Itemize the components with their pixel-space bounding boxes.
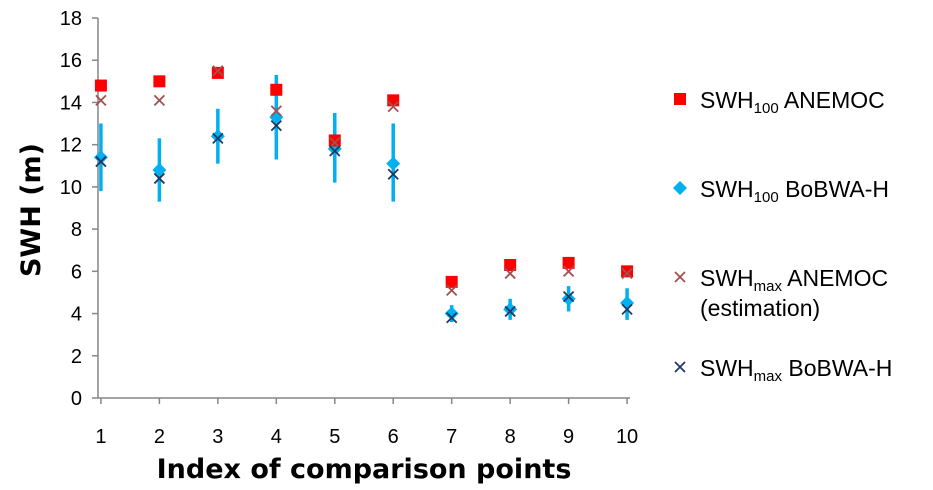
y-tick-label: 0 bbox=[71, 388, 82, 410]
x-point bbox=[621, 267, 633, 280]
x-tick-label: 7 bbox=[446, 426, 457, 448]
x-point bbox=[270, 120, 282, 132]
y-tick-label: 10 bbox=[60, 177, 82, 199]
x-point bbox=[270, 105, 282, 117]
x-point bbox=[329, 145, 341, 157]
y-tick-label: 4 bbox=[71, 304, 82, 326]
x-tick-label: 9 bbox=[563, 426, 574, 448]
axes bbox=[92, 17, 630, 404]
square-point bbox=[504, 259, 517, 271]
legend-label: SWH100 ANEMOC bbox=[700, 87, 885, 117]
x-point bbox=[387, 168, 399, 180]
x-tick-label: 3 bbox=[212, 426, 223, 448]
square-point bbox=[270, 83, 283, 96]
square-point bbox=[328, 134, 341, 147]
x-point bbox=[329, 136, 341, 149]
x-point bbox=[562, 265, 575, 277]
y-tick-label: 16 bbox=[60, 50, 82, 72]
x-tick-label: 4 bbox=[271, 426, 282, 448]
x-point bbox=[153, 94, 166, 106]
diamond-point bbox=[93, 150, 108, 165]
x-point bbox=[387, 101, 399, 113]
x-point bbox=[504, 267, 516, 280]
x-point bbox=[212, 132, 224, 144]
y-tick-label: 18 bbox=[60, 8, 82, 30]
x-tick-label: 10 bbox=[616, 426, 638, 448]
diamond-marker-icon bbox=[668, 176, 692, 200]
diamond-point bbox=[386, 156, 401, 171]
x-point bbox=[562, 291, 575, 303]
y-tick-label: 12 bbox=[60, 135, 82, 157]
x-axis-label: Index of comparison points bbox=[157, 454, 572, 485]
x-tick-label: 6 bbox=[388, 426, 399, 448]
x-tick-label: 1 bbox=[95, 426, 106, 448]
legend-label: SWHmax BoBWA-H bbox=[700, 355, 893, 385]
legend-label: SWH100 BoBWA-H bbox=[700, 176, 890, 206]
square-point bbox=[445, 275, 458, 288]
square-point bbox=[387, 94, 400, 107]
square-point bbox=[94, 79, 107, 92]
x-tick-labels: 1 2 3 4 5 6 7 8 9 10 bbox=[95, 426, 638, 448]
square-point bbox=[211, 66, 224, 79]
x-point bbox=[446, 284, 458, 296]
x-point bbox=[153, 172, 166, 185]
y-tick-label: 8 bbox=[71, 219, 82, 241]
x-point bbox=[95, 155, 107, 168]
x-point bbox=[621, 303, 633, 315]
diamond-point bbox=[152, 163, 167, 177]
square-point bbox=[562, 256, 575, 269]
x-tick-label: 5 bbox=[329, 426, 340, 448]
diamond-point bbox=[561, 291, 576, 306]
x-marker-icon bbox=[668, 355, 692, 379]
y-tick-label: 14 bbox=[60, 92, 82, 114]
x-point bbox=[446, 312, 458, 324]
y-tick-label: 6 bbox=[71, 261, 82, 283]
diamond-point bbox=[620, 296, 635, 310]
x-point bbox=[212, 65, 224, 77]
legend-item-swhmax-anemoc: SWHmax ANEMOC (estimation) bbox=[668, 265, 888, 322]
diamond-point bbox=[210, 129, 225, 144]
data-marks bbox=[93, 65, 635, 324]
legend-label-line2: (estimation) bbox=[700, 295, 821, 321]
legend: SWH100 ANEMOC SWH100 BoBWA-H SWHmax ANEM… bbox=[668, 0, 933, 490]
diamond-point bbox=[503, 302, 518, 317]
legend-item-swh100-bobwa: SWH100 BoBWA-H bbox=[668, 176, 889, 206]
legend-item-swhmax-bobwa: SWHmax BoBWA-H bbox=[668, 355, 892, 385]
x-point bbox=[504, 305, 516, 318]
x-marker-icon bbox=[668, 265, 692, 289]
square-point bbox=[153, 75, 166, 88]
diamond-point bbox=[444, 306, 459, 321]
square-point bbox=[621, 265, 634, 278]
y-tick-labels: 0 2 4 6 8 10 12 14 16 18 bbox=[60, 8, 82, 410]
x-tick-label: 2 bbox=[154, 426, 165, 448]
y-tick-label: 2 bbox=[71, 346, 82, 368]
legend-item-swh100-anemoc: SWH100 ANEMOC bbox=[668, 87, 885, 117]
x-tick-label: 8 bbox=[505, 426, 516, 448]
diamond-point bbox=[269, 110, 284, 125]
square-marker-icon bbox=[668, 87, 692, 111]
legend-label: SWHmax ANEMOC (estimation) bbox=[700, 265, 889, 321]
x-point bbox=[95, 94, 107, 106]
y-axis-label: SWH (m) bbox=[16, 143, 47, 277]
